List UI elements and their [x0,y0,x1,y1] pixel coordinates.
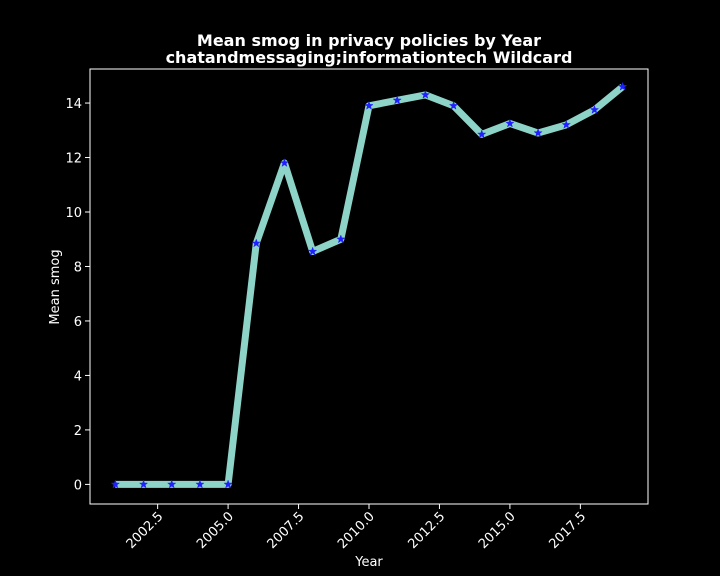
series-layer [110,81,628,489]
data-point-star-marker [561,119,571,129]
y-tick-label: 4 [74,369,82,384]
y-tick-label: 14 [65,97,82,112]
data-point-star-marker [195,479,205,489]
data-point-star-marker [364,100,374,110]
data-point-star-marker [110,479,121,489]
data-point-star-marker [477,129,487,139]
data-point-star-marker [138,479,149,489]
data-point-star-marker [307,246,318,256]
data-point-star-marker [392,95,402,105]
data-point-star-marker [589,104,600,114]
data-point-star-marker [251,238,261,248]
data-point-star-marker [223,479,233,489]
chart-title-line2: chatandmessaging;informationtech Wildcar… [166,48,573,67]
data-point-star-marker [505,118,515,128]
data-point-star-marker [336,234,346,244]
chart-title-line1: Mean smog in privacy policies by Year [197,31,541,50]
data-point-star-marker [420,89,431,99]
y-tick-label: 2 [74,424,82,439]
y-axis-ticks: 0 2 4 6 8 10 12 14 [65,97,90,493]
y-tick-label: 10 [65,206,82,221]
x-axis-label: Year [354,555,383,570]
y-tick-label: 12 [65,152,82,167]
y-axis-label: Mean smog [48,249,63,324]
data-point-star-marker [448,100,459,110]
data-point-star-marker [533,128,543,138]
y-tick-label: 0 [74,478,82,493]
data-point-star-marker [279,158,290,167]
y-tick-label: 8 [74,260,82,275]
data-point-star-marker [617,81,628,91]
y-tick-label: 6 [74,315,82,330]
data-point-star-marker [167,479,177,489]
